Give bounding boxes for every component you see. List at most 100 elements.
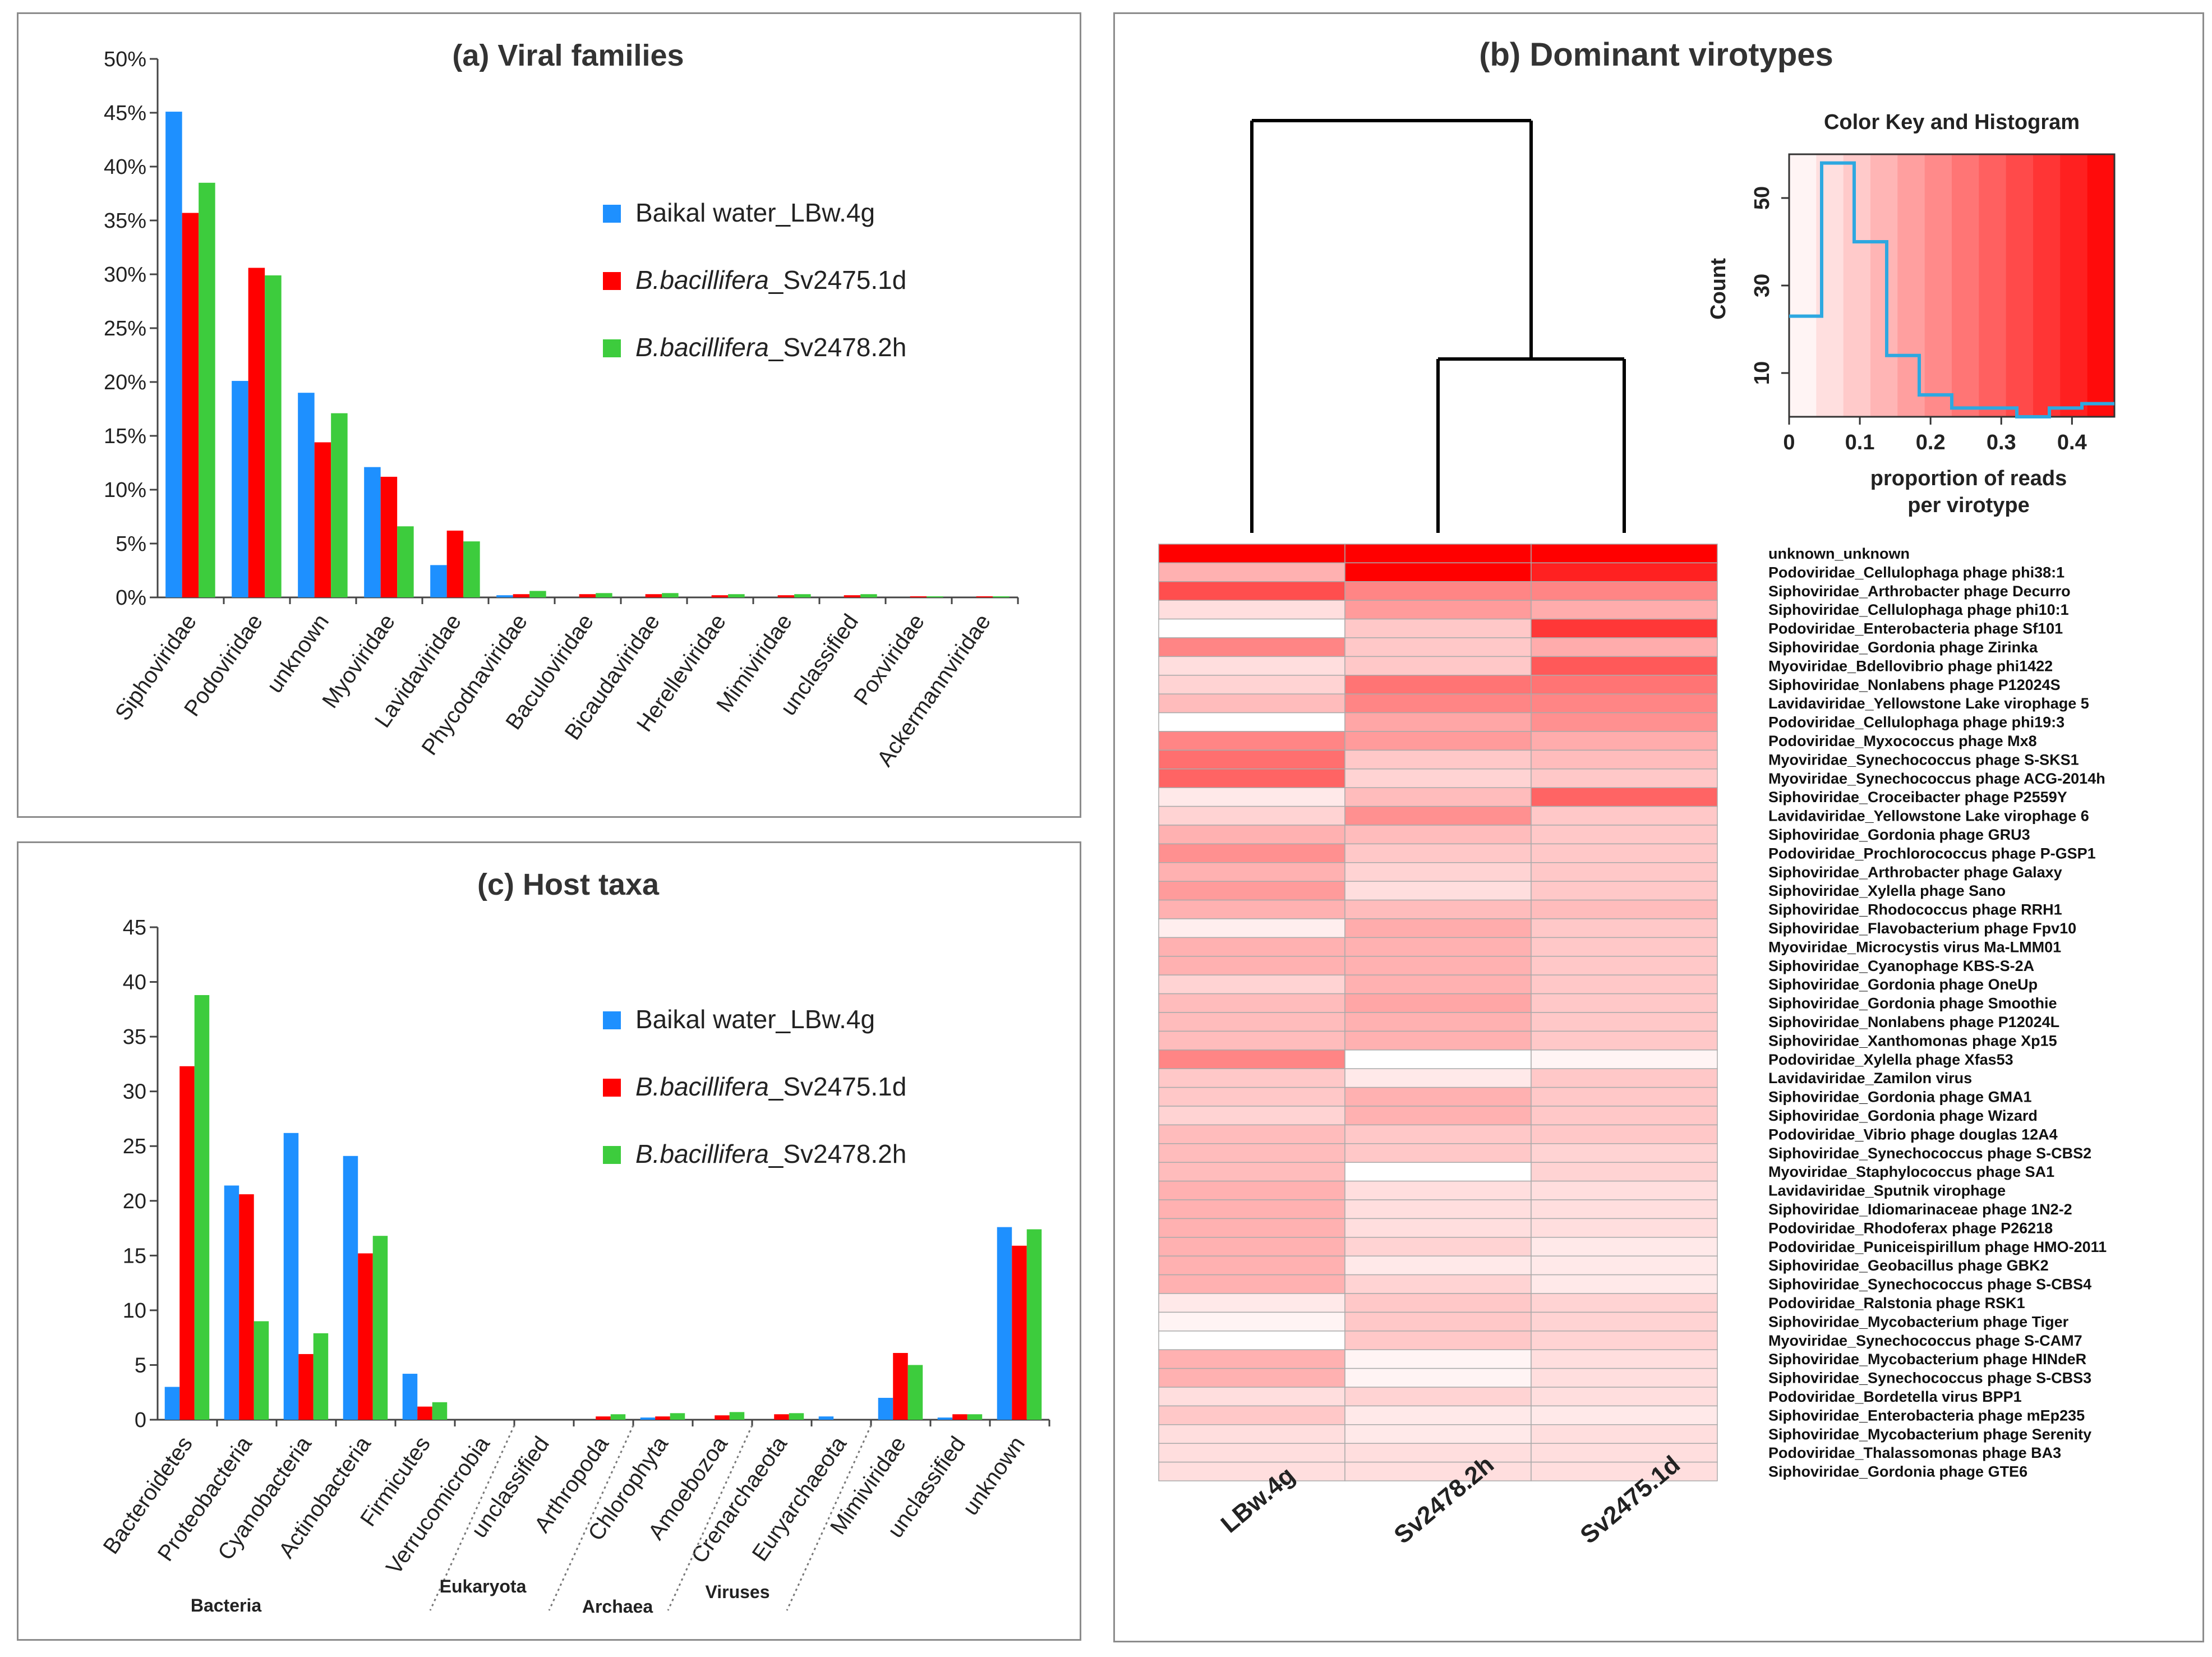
key-y-tick-label: 30: [1750, 274, 1774, 297]
heatmap-cell: [1531, 918, 1718, 938]
bar-Baikal water_LBw.4g-unknown: [997, 1227, 1012, 1420]
y-tick-label: 50%: [104, 48, 146, 71]
bar-B.bacillifera_Sv2478.2h-Poxviridae: [927, 596, 943, 597]
heatmap-cell: [1531, 1068, 1718, 1088]
heatmap-cell: [1531, 806, 1718, 826]
row-label: Siphoviridae_Nonlabens phage P12024L: [1768, 1014, 2059, 1030]
legend-swatch: [603, 272, 621, 290]
row-label: Podoviridae_Prochlorococcus phage P-GSP1: [1768, 845, 2096, 862]
heatmap-cell: [1531, 712, 1718, 732]
bar-B.bacillifera_Sv2478.2h-Amoebozoa: [729, 1412, 745, 1420]
row-label: Lavidaviridae_Sputnik virophage: [1768, 1182, 2006, 1199]
bar-B.bacillifera_Sv2475.1d-unclassified: [952, 1414, 967, 1420]
heatmap-cell: [1531, 1162, 1718, 1182]
chart-title: (b) Dominant virotypes: [1479, 36, 1833, 73]
group-label-archaea: Archaea: [582, 1596, 653, 1617]
bar-B.bacillifera_Sv2475.1d-Siphoviridae: [182, 213, 199, 597]
row-label: Siphoviridae_Gordonia phage OneUp: [1768, 976, 2038, 993]
heatmap-cell: [1344, 581, 1532, 601]
legend-swatch: [603, 339, 621, 357]
row-label: Siphoviridae_Gordonia phage GTE6: [1768, 1463, 2027, 1480]
row-label: Myoviridae_Synechococcus phage ACG-2014h: [1768, 770, 2105, 787]
heatmap-cell: [1344, 1255, 1532, 1276]
key-x-tick-label: 0.3: [1987, 431, 2016, 454]
chart-title: (a) Viral families: [452, 39, 684, 72]
heatmap-cell: [1531, 881, 1718, 901]
heatmap-cell: [1158, 1368, 1345, 1388]
bar-B.bacillifera_Sv2475.1d-Baculoviridae: [579, 594, 596, 597]
row-label: Siphoviridae_Gordonia phage Wizard: [1768, 1107, 2038, 1124]
row-label: Siphoviridae_Enterobacteria phage mEp235: [1768, 1407, 2085, 1424]
heatmap-cell: [1344, 899, 1532, 919]
heatmap-cell: [1158, 1405, 1345, 1425]
heatmap-cell: [1531, 899, 1718, 919]
row-label: Siphoviridae_Mycobacterium phage Serenit…: [1768, 1426, 2091, 1443]
color-key-strip: [2087, 154, 2115, 417]
y-tick-label: 5%: [116, 532, 146, 556]
heatmap-cell: [1344, 1424, 1532, 1444]
bar-Baikal water_LBw.4g-Proteobacteria: [224, 1185, 239, 1420]
bar-B.bacillifera_Sv2478.2h-Crenarchaeota: [789, 1413, 804, 1420]
bar-Baikal water_LBw.4g-Bacteroidetes: [164, 1387, 180, 1420]
color-key-strip: [1952, 154, 1980, 417]
color-key-strip: [1843, 154, 1871, 417]
bar-B.bacillifera_Sv2478.2h-Cyanobacteria: [313, 1333, 329, 1420]
row-label: Siphoviridae_Cellulophaga phage phi10:1: [1768, 601, 2069, 618]
bar-B.bacillifera_Sv2475.1d-Mimiviridae: [893, 1352, 908, 1420]
bar-B.bacillifera_Sv2475.1d-Myoviridae: [380, 476, 398, 597]
bar-B.bacillifera_Sv2475.1d-Amoebozoa: [715, 1415, 730, 1420]
y-tick-label: 30: [123, 1080, 146, 1104]
bar-B.bacillifera_Sv2475.1d-unclassified: [844, 595, 861, 597]
heatmap-cell: [1531, 768, 1718, 788]
bar-B.bacillifera_Sv2478.2h-Myoviridae: [397, 526, 414, 597]
y-tick-label: 10: [123, 1299, 146, 1323]
bar-Baikal water_LBw.4g-Phycodnaviridae: [496, 595, 513, 597]
heatmap-cell: [1344, 1405, 1532, 1425]
row-label: Myoviridae_Staphylococcus phage SA1: [1768, 1163, 2054, 1180]
heatmap-cell: [1344, 1012, 1532, 1032]
heatmap-cell: [1531, 937, 1718, 957]
y-tick-label: 5: [135, 1354, 146, 1377]
heatmap-cell: [1531, 993, 1718, 1013]
bar-Baikal water_LBw.4g-unknown: [298, 393, 315, 597]
color-key-strip: [1979, 154, 2007, 417]
heatmap-cell: [1158, 1461, 1345, 1481]
bar-Baikal water_LBw.4g-Firmicutes: [402, 1374, 418, 1420]
heatmap-cell: [1158, 1387, 1345, 1407]
group-separator: [667, 1425, 753, 1611]
heatmap-cell: [1344, 1106, 1532, 1126]
heatmap-cell: [1531, 1180, 1718, 1200]
bar-B.bacillifera_Sv2475.1d-Podoviridae: [248, 268, 265, 598]
heatmap-cell: [1344, 1387, 1532, 1407]
heatmap-cell: [1158, 974, 1345, 995]
heatmap-cell: [1158, 618, 1345, 638]
heatmap-cell: [1344, 974, 1532, 995]
bar-B.bacillifera_Sv2475.1d-Poxviridae: [910, 596, 927, 597]
legend-swatch: [603, 205, 621, 223]
color-key-title: Color Key and Histogram: [1824, 111, 2080, 134]
y-tick-label: 40%: [104, 155, 146, 179]
heatmap-cell: [1158, 768, 1345, 788]
heatmap-cell: [1531, 1255, 1718, 1276]
heatmap-cell: [1344, 1068, 1532, 1088]
row-label: Siphoviridae_Xylella phage Sano: [1768, 882, 2006, 899]
bar-B.bacillifera_Sv2475.1d-Actinobacteria: [358, 1253, 373, 1420]
y-tick-label: 35: [123, 1025, 146, 1049]
bar-B.bacillifera_Sv2478.2h-Mimiviridae: [907, 1365, 923, 1420]
heatmap-cell: [1344, 1030, 1532, 1051]
y-tick-label: 45: [123, 916, 146, 940]
heatmap-cell: [1344, 637, 1532, 657]
bar-B.bacillifera_Sv2475.1d-Phycodnaviridae: [513, 594, 530, 597]
heatmap-cell: [1158, 1030, 1345, 1051]
heatmap-cell: [1344, 544, 1532, 564]
heatmap-cell: [1344, 712, 1532, 732]
row-label: Siphoviridae_Synechococcus phage S-CBS3: [1768, 1370, 2091, 1387]
heatmap-cell: [1531, 862, 1718, 882]
legend-label: B.bacillifera_Sv2478.2h: [635, 333, 906, 362]
row-label: Siphoviridae_Idiomarinaceae phage 1N2-2: [1768, 1201, 2072, 1218]
row-label: Siphoviridae_Cyanophage KBS-S-2A: [1768, 958, 2034, 974]
key-x-tick-label: 0.4: [2057, 431, 2087, 454]
heatmap-cell: [1158, 1237, 1345, 1256]
heatmap-cell: [1344, 806, 1532, 826]
heatmap-cell: [1158, 918, 1345, 938]
